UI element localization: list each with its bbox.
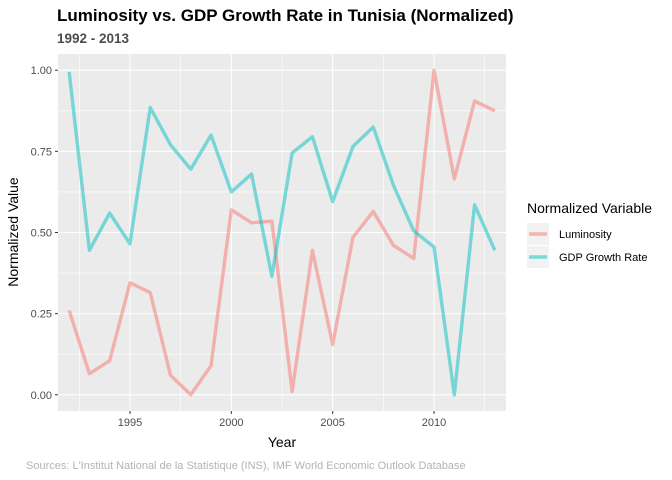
x-tick-label: 1995 — [118, 417, 142, 429]
y-axis: 0.00 0.25 0.50 0.75 1.00 — [31, 65, 58, 402]
y-tick-label: 1.00 — [31, 65, 52, 77]
x-tick-label: 2010 — [422, 417, 446, 429]
chart-title: Luminosity vs. GDP Growth Rate in Tunisi… — [57, 6, 514, 25]
x-tick-label: 2005 — [320, 417, 344, 429]
chart-subtitle: 1992 - 2013 — [57, 31, 130, 46]
legend-label: GDP Growth Rate — [559, 252, 647, 264]
x-axis: 1995 2000 2005 2010 — [118, 411, 446, 429]
x-tick-label: 2000 — [219, 417, 243, 429]
y-tick-label: 0.50 — [31, 228, 52, 240]
x-axis-title: Year — [268, 434, 297, 450]
y-tick-label: 0.75 — [31, 146, 52, 158]
legend-title: Normalized Variable — [527, 200, 652, 216]
legend-label: Luminosity — [559, 229, 612, 241]
legend: Normalized Variable Luminosity GDP Growth… — [527, 200, 652, 268]
series-line-luminosity — [67, 68, 496, 397]
y-axis-title: Normalized Value — [5, 177, 21, 287]
caption: Sources: L'Institut National de la Stati… — [26, 460, 466, 472]
y-tick-label: 0.25 — [31, 309, 52, 321]
series-line-gdp-growth-rate — [67, 71, 497, 397]
series-layer — [67, 68, 497, 397]
y-tick-label: 0.00 — [31, 390, 52, 402]
